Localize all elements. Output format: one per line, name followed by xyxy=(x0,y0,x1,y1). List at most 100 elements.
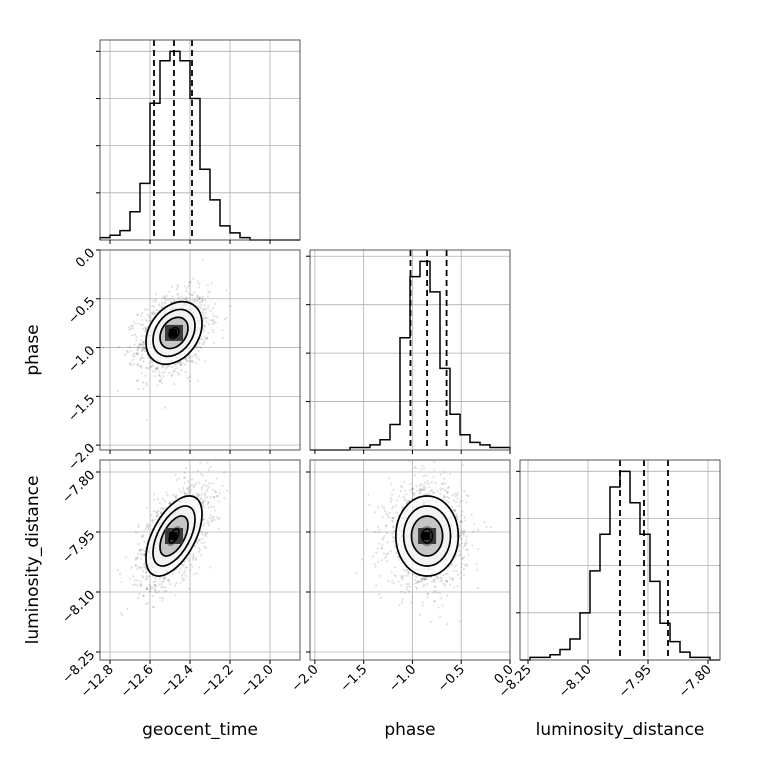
sample-point xyxy=(131,334,134,337)
sample-point xyxy=(485,525,488,529)
sample-point xyxy=(158,304,161,307)
sample-point xyxy=(128,577,131,581)
sample-point xyxy=(381,538,384,541)
sample-point xyxy=(400,590,403,593)
sample-point xyxy=(140,356,144,360)
sample-point xyxy=(200,541,203,544)
sample-point xyxy=(129,327,132,330)
sample-point xyxy=(429,620,433,623)
sample-point xyxy=(399,485,403,488)
sample-point xyxy=(443,482,446,485)
sample-point xyxy=(408,585,411,588)
sample-point xyxy=(160,582,163,586)
sample-point xyxy=(181,564,185,567)
sample-point xyxy=(154,577,157,580)
sample-point xyxy=(145,381,148,385)
sample-point xyxy=(137,313,140,317)
sample-point xyxy=(145,525,148,528)
sample-point xyxy=(186,492,189,495)
sample-point xyxy=(183,571,186,575)
sample-point xyxy=(393,530,396,533)
sample-point xyxy=(145,418,148,422)
sample-point xyxy=(206,520,209,523)
sample-point xyxy=(201,258,205,261)
sample-point xyxy=(207,521,210,524)
sample-point xyxy=(386,513,389,517)
sample-point xyxy=(203,308,206,312)
sample-point xyxy=(150,519,154,522)
sample-point xyxy=(201,299,204,302)
histogram-panel-luminosity_distance xyxy=(516,459,721,664)
sample-point xyxy=(193,484,197,487)
sample-point xyxy=(423,578,426,581)
sample-point xyxy=(398,603,401,607)
sample-point xyxy=(477,528,480,532)
sample-point xyxy=(210,520,213,523)
sample-point xyxy=(185,296,188,299)
sample-point xyxy=(449,472,452,476)
sample-point xyxy=(445,579,448,583)
sample-point xyxy=(140,364,143,368)
sample-point xyxy=(144,570,148,574)
sample-point xyxy=(194,545,197,548)
sample-point xyxy=(209,466,212,469)
sample-point xyxy=(416,580,419,584)
sample-point xyxy=(446,495,449,498)
sample-point xyxy=(174,584,177,587)
sample-point xyxy=(430,480,433,484)
sample-point xyxy=(139,346,142,349)
sample-point xyxy=(426,592,429,596)
sample-point xyxy=(202,342,205,345)
sample-point xyxy=(452,578,455,581)
sample-point xyxy=(208,290,211,293)
sample-point xyxy=(470,513,473,516)
sample-point xyxy=(144,547,147,550)
sample-point xyxy=(460,566,463,569)
sample-point xyxy=(161,506,164,510)
sample-point xyxy=(142,344,145,347)
sample-point xyxy=(187,489,190,492)
sample-point xyxy=(116,389,119,393)
sample-point xyxy=(142,594,145,597)
scatter-panel-phase-luminosity_distance xyxy=(306,459,511,664)
sample-point xyxy=(204,307,207,310)
sample-point xyxy=(206,316,209,320)
sample-point xyxy=(163,577,166,580)
sample-point xyxy=(421,579,424,582)
sample-point xyxy=(139,583,142,586)
sample-point xyxy=(390,571,393,574)
sample-point xyxy=(137,543,140,546)
sample-point xyxy=(163,299,167,303)
sample-point xyxy=(162,576,165,579)
sample-point xyxy=(459,520,462,523)
sample-point xyxy=(411,573,415,576)
sample-point xyxy=(459,571,462,574)
sample-point xyxy=(160,301,164,304)
sample-point xyxy=(152,498,156,501)
sample-point xyxy=(448,583,452,586)
sample-point xyxy=(136,597,140,600)
sample-point xyxy=(201,537,204,540)
sample-point xyxy=(191,277,195,280)
sample-point xyxy=(383,510,387,513)
sample-point xyxy=(197,493,200,496)
sample-point xyxy=(150,361,154,364)
sample-point xyxy=(453,586,456,589)
sample-point xyxy=(422,467,426,470)
sample-point xyxy=(433,600,436,603)
sample-point xyxy=(436,576,439,579)
sample-point xyxy=(136,557,139,560)
sample-point xyxy=(406,585,409,589)
sample-point xyxy=(395,511,398,514)
sample-point xyxy=(188,292,191,295)
panel-frame xyxy=(99,249,301,451)
sample-point xyxy=(197,296,201,299)
sample-point xyxy=(155,514,158,517)
sample-point xyxy=(163,590,166,593)
sample-point xyxy=(475,563,478,566)
sample-point xyxy=(173,370,176,373)
sample-point xyxy=(150,317,153,320)
sample-point xyxy=(198,358,201,361)
